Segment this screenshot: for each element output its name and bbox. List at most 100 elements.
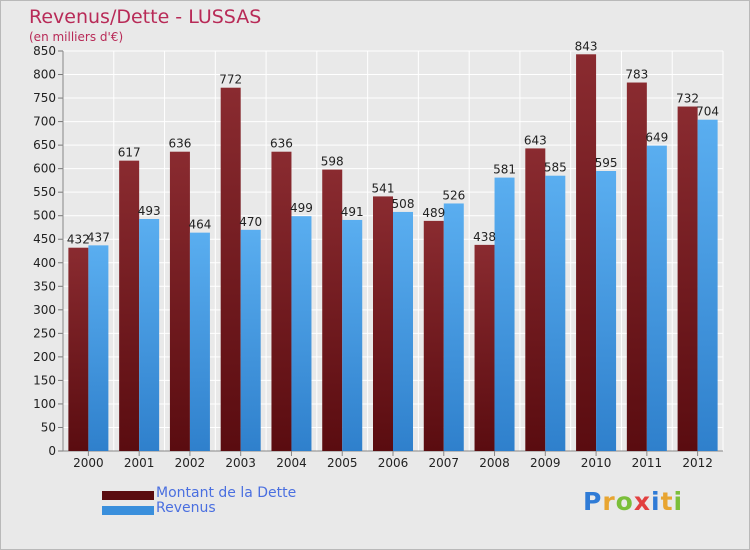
bar-revenue — [88, 245, 109, 451]
x-tick-label: 2009 — [530, 456, 561, 470]
x-tick-label: 2012 — [682, 456, 713, 470]
bar-revenue — [697, 119, 718, 452]
data-label-revenue: 585 — [544, 161, 567, 175]
bar-debt — [576, 54, 597, 451]
bar-debt — [626, 82, 647, 451]
y-tick-label: 450 — [33, 232, 56, 246]
logo-letter: r — [602, 487, 616, 516]
bar-debt — [220, 87, 241, 452]
data-label-debt: 489 — [422, 206, 445, 220]
x-tick-label: 2002 — [175, 456, 206, 470]
x-tick-label: 2008 — [479, 456, 510, 470]
y-tick-label: 750 — [33, 91, 56, 105]
data-label-revenue: 470 — [239, 215, 262, 229]
bar-revenue — [443, 203, 464, 451]
bar-revenue — [646, 145, 667, 451]
logo-letter: o — [615, 487, 634, 516]
data-label-debt: 636 — [168, 137, 191, 151]
bar-debt — [322, 169, 343, 451]
chart-title: Revenus/Dette - LUSSAS — [29, 6, 262, 28]
x-tick-label: 2010 — [581, 456, 612, 470]
data-label-debt: 783 — [625, 68, 648, 82]
data-label-revenue: 499 — [290, 201, 313, 215]
y-tick-label: 100 — [33, 397, 56, 411]
data-label-revenue: 704 — [696, 105, 719, 119]
bar-debt — [169, 151, 190, 452]
x-tick-label: 2003 — [225, 456, 256, 470]
bar-revenue — [139, 219, 160, 451]
legend-label-debt: Montant de la Dette — [156, 485, 297, 501]
y-tick-label: 200 — [33, 350, 56, 364]
bar-revenue — [291, 216, 312, 451]
y-tick-label: 50 — [41, 420, 56, 434]
data-label-debt: 617 — [118, 146, 141, 160]
x-tick-label: 2004 — [276, 456, 307, 470]
data-label-revenue: 508 — [392, 197, 415, 211]
bar-debt — [68, 247, 89, 451]
data-label-debt: 732 — [676, 92, 699, 106]
legend-swatch-debt — [102, 491, 154, 500]
data-label-revenue: 649 — [645, 131, 668, 145]
y-tick-label: 150 — [33, 373, 56, 387]
y-tick-label: 550 — [33, 185, 56, 199]
bar-debt — [373, 196, 393, 451]
data-label-revenue: 581 — [493, 163, 516, 177]
y-tick-label: 700 — [33, 115, 56, 129]
y-tick-label: 0 — [48, 444, 56, 458]
data-label-debt: 598 — [321, 155, 344, 169]
y-tick-label: 500 — [33, 209, 56, 223]
data-label-revenue: 493 — [138, 204, 161, 218]
data-label-debt: 843 — [575, 39, 598, 53]
data-label-revenue: 437 — [87, 230, 110, 244]
x-tick-label: 2005 — [327, 456, 358, 470]
x-tick-label: 2011 — [632, 456, 663, 470]
data-label-revenue: 595 — [595, 156, 618, 170]
x-tick-label: 2007 — [428, 456, 459, 470]
data-label-debt: 541 — [372, 181, 395, 195]
logo-letter: P — [583, 487, 603, 516]
bar-revenue — [189, 232, 210, 451]
proxiti-logo: Proxiti — [583, 487, 683, 516]
bar-debt — [677, 106, 698, 451]
y-tick-label: 250 — [33, 326, 56, 340]
bar-revenue — [545, 175, 566, 452]
bars-layer — [68, 54, 718, 452]
x-tick-label: 2000 — [73, 456, 104, 470]
chart-subtitle: (en milliers d'€) — [29, 30, 124, 44]
bar-debt — [119, 160, 140, 451]
bar-debt — [525, 148, 546, 452]
data-label-debt: 772 — [219, 73, 242, 87]
bar-revenue — [596, 171, 617, 451]
data-label-debt: 432 — [67, 233, 90, 247]
legend-swatch-revenue — [102, 506, 154, 515]
data-label-debt: 643 — [524, 133, 547, 147]
y-tick-label: 400 — [33, 256, 56, 270]
y-tick-label: 300 — [33, 303, 56, 317]
x-tick-label: 2001 — [124, 456, 155, 470]
bar-revenue — [393, 211, 413, 451]
y-tick-label: 350 — [33, 279, 56, 293]
bar-revenue — [494, 177, 515, 451]
bar-revenue — [240, 229, 261, 451]
y-tick-label: 800 — [33, 68, 56, 82]
x-tick-label: 2006 — [378, 456, 409, 470]
logo-letter: t — [660, 487, 674, 516]
logo-letter: i — [673, 487, 684, 516]
data-label-revenue: 464 — [188, 218, 211, 232]
data-label-revenue: 491 — [341, 205, 364, 219]
logo-letter: i — [651, 487, 661, 516]
data-label-debt: 438 — [473, 230, 496, 244]
bar-revenue — [342, 219, 363, 451]
legend-label-revenue: Revenus — [156, 500, 216, 516]
bar-debt — [271, 151, 292, 452]
data-label-revenue: 526 — [442, 188, 465, 202]
bar-debt — [474, 244, 495, 451]
bar-debt — [423, 220, 444, 451]
data-label-debt: 636 — [270, 137, 293, 151]
y-tick-label: 600 — [33, 162, 56, 176]
y-tick-label: 850 — [33, 44, 56, 58]
logo-letter: x — [633, 487, 651, 516]
